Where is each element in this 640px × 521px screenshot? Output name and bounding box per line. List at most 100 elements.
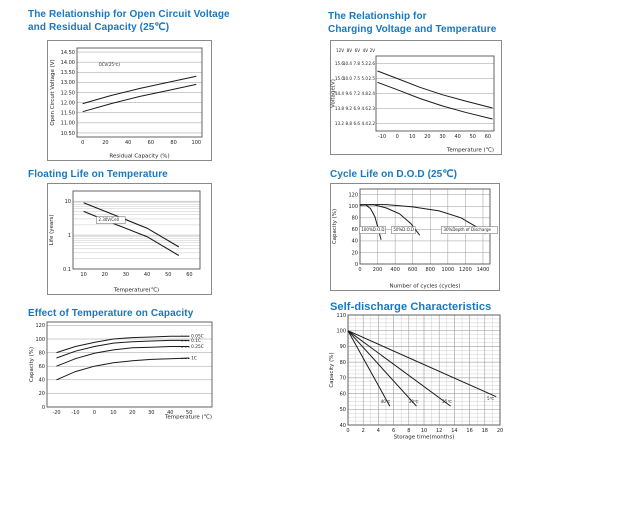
svg-text:20: 20 <box>424 134 430 140</box>
svg-text:1000: 1000 <box>441 267 454 273</box>
svg-text:18: 18 <box>482 428 488 434</box>
svg-text:10: 10 <box>65 199 71 205</box>
svg-text:Storage time(months): Storage time(months) <box>394 435 455 441</box>
svg-text:11.50: 11.50 <box>61 111 75 117</box>
svg-text:60: 60 <box>186 272 192 278</box>
svg-text:Capacity (%): Capacity (%) <box>329 352 335 387</box>
svg-text:1C: 1C <box>191 356 197 362</box>
svg-text:20: 20 <box>129 410 135 416</box>
svg-text:10: 10 <box>80 272 86 278</box>
svg-text:6.9: 6.9 <box>353 106 360 111</box>
title-charging-voltage-vs-temperature: The Relationship for Charging Voltage an… <box>328 10 496 36</box>
title-floating-life: Floating Life on Temperature <box>28 168 168 181</box>
svg-text:600: 600 <box>408 267 418 273</box>
svg-text:13.50: 13.50 <box>61 70 75 76</box>
svg-text:Number of cycles (cycles): Number of cycles (cycles) <box>389 284 460 290</box>
svg-text:2.30V/Cell: 2.30V/Cell <box>98 217 118 222</box>
svg-text:-10: -10 <box>71 410 79 416</box>
svg-text:40: 40 <box>39 378 45 384</box>
svg-text:12.50: 12.50 <box>61 90 75 96</box>
svg-text:-10: -10 <box>378 134 386 140</box>
svg-text:2.2: 2.2 <box>368 121 375 126</box>
svg-text:2: 2 <box>362 428 365 434</box>
svg-text:Temperature (℃): Temperature (℃) <box>164 414 212 421</box>
svg-text:20: 20 <box>102 272 108 278</box>
svg-text:12V: 12V <box>336 48 344 53</box>
svg-text:9.2: 9.2 <box>345 106 352 111</box>
svg-text:25℃: 25℃ <box>442 399 452 404</box>
svg-text:0: 0 <box>42 405 45 411</box>
svg-text:50: 50 <box>186 410 192 416</box>
svg-text:0.1: 0.1 <box>63 267 71 273</box>
title-line: Self-discharge Characteristics <box>330 301 492 313</box>
chart-temperature-effect-on-capacity: -20 -10 0 10 20 30 40 50 0 20 40 60 80 100 120 Temperat… <box>29 321 213 421</box>
svg-text:30%Depth of Discharge: 30%Depth of Discharge <box>443 227 491 232</box>
svg-text:60: 60 <box>352 227 358 233</box>
svg-text:10.0: 10.0 <box>343 76 353 81</box>
svg-text:10.4: 10.4 <box>343 61 353 66</box>
svg-text:Voltage(V): Voltage(V) <box>331 79 337 108</box>
svg-text:4.6: 4.6 <box>361 106 368 111</box>
svg-text:15.0: 15.0 <box>335 76 345 81</box>
svg-text:30℃: 30℃ <box>409 399 419 404</box>
svg-text:40: 40 <box>167 410 173 416</box>
title-line: Charging Voltage and Temperature <box>328 24 497 35</box>
title-line: The Relationship for Open Circuit Voltag… <box>28 9 230 20</box>
title-line: Cycle Life on D.O.D (25℃) <box>330 169 458 180</box>
svg-text:Capacity (%): Capacity (%) <box>332 209 338 244</box>
title-line: Floating Life on Temperature <box>28 169 168 180</box>
svg-text:50: 50 <box>470 134 476 140</box>
title-line: and Residual Capacity (25℃) <box>28 22 170 33</box>
svg-text:10: 10 <box>409 134 415 140</box>
svg-text:4V: 4V <box>363 48 369 53</box>
svg-text:2V: 2V <box>370 48 376 53</box>
chart-floating-life-vs-temperature: 10 20 30 40 50 60 10 1 0.1 Temperature(℃) Life (ye… <box>47 183 212 295</box>
svg-text:20: 20 <box>497 428 503 434</box>
svg-text:10: 10 <box>421 428 427 434</box>
svg-text:9.6: 9.6 <box>345 91 352 96</box>
title-line: The Relationship for <box>328 11 427 22</box>
svg-text:16: 16 <box>466 428 472 434</box>
svg-text:0.05C: 0.05C <box>191 333 204 339</box>
svg-text:13.2: 13.2 <box>335 121 345 126</box>
title-cycle-life: Cycle Life on D.O.D (25℃) <box>330 168 457 181</box>
svg-text:0: 0 <box>396 134 399 140</box>
svg-text:5℃: 5℃ <box>487 396 495 401</box>
svg-text:60: 60 <box>340 391 346 397</box>
svg-text:0: 0 <box>358 267 361 273</box>
svg-text:Open Circuit Voltage (V): Open Circuit Voltage (V) <box>50 59 56 125</box>
title-ocv-vs-residual-capacity: The Relationship for Open Circuit Voltag… <box>28 8 230 34</box>
svg-text:10.50: 10.50 <box>61 131 75 137</box>
svg-text:100: 100 <box>192 140 202 146</box>
chart-ocv-vs-residual-capacity: 0 20 40 60 80 100 14.50 14.00 13.50 13.00 12.50 12.… <box>47 40 212 161</box>
svg-text:14: 14 <box>451 428 457 434</box>
svg-text:Residual Capacity (%): Residual Capacity (%) <box>109 154 169 160</box>
svg-text:13.00: 13.00 <box>61 80 75 86</box>
svg-text:14.4: 14.4 <box>335 91 345 96</box>
svg-text:6: 6 <box>392 428 395 434</box>
svg-text:8V: 8V <box>347 48 353 53</box>
svg-text:100%D.O.D: 100%D.O.D <box>361 227 384 232</box>
svg-text:200: 200 <box>373 267 383 273</box>
svg-text:20: 20 <box>39 391 45 397</box>
svg-text:400: 400 <box>390 267 400 273</box>
svg-text:70: 70 <box>340 376 346 382</box>
svg-text:14.00: 14.00 <box>61 60 75 66</box>
svg-text:Temperature (℃): Temperature (℃) <box>446 147 494 154</box>
svg-text:110: 110 <box>336 313 346 319</box>
chart-self-discharge: 0 2 4 6 8 10 12 14 16 18 20 40 50 60 70 80 90 100 110 Stora… <box>329 313 503 441</box>
svg-text:4.8: 4.8 <box>361 91 368 96</box>
svg-text:20: 20 <box>352 250 358 256</box>
chart-cycle-life-vs-dod: 0 200 400 600 800 1000 1200 1400 0 20 40 60 80 100 120… <box>330 183 500 291</box>
svg-text:4: 4 <box>377 428 380 434</box>
svg-text:80: 80 <box>170 140 176 146</box>
svg-text:4.4: 4.4 <box>361 121 368 126</box>
svg-text:800: 800 <box>425 267 435 273</box>
svg-text:50%D.O.D: 50%D.O.D <box>393 227 414 232</box>
svg-text:8: 8 <box>407 428 410 434</box>
svg-text:-20: -20 <box>52 410 60 416</box>
svg-text:15.6: 15.6 <box>335 61 345 66</box>
svg-text:0: 0 <box>346 428 349 434</box>
title-self-discharge: Self-discharge Characteristics <box>330 301 491 314</box>
svg-text:80: 80 <box>340 360 346 366</box>
